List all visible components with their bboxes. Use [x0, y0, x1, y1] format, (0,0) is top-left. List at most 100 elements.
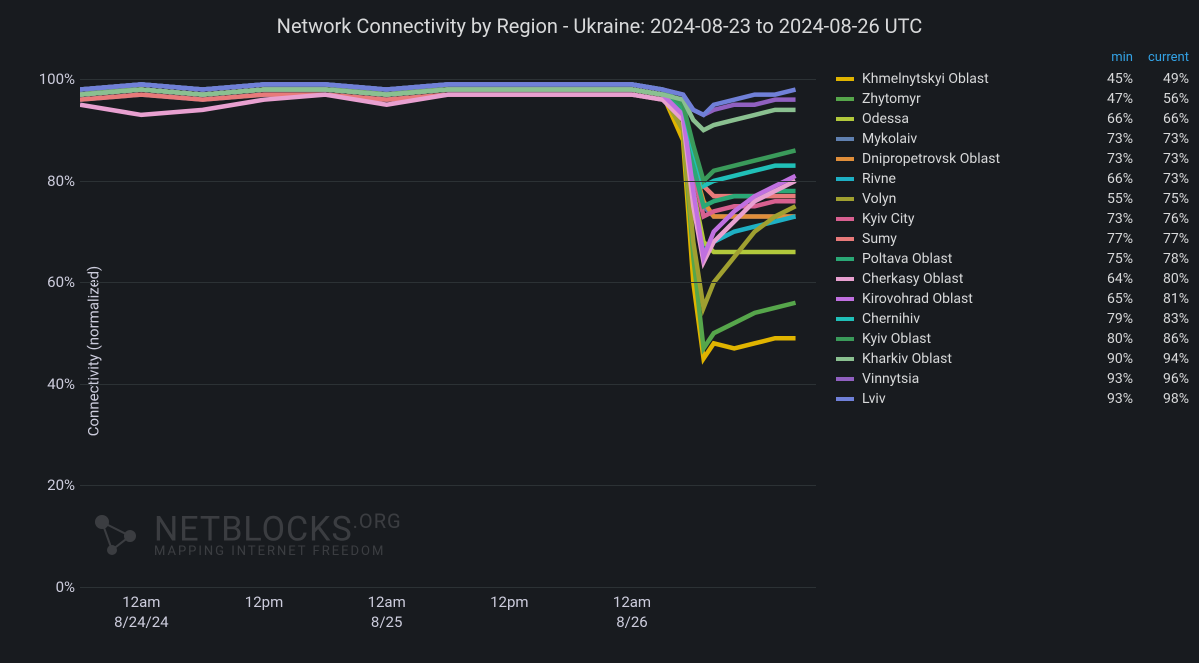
legend-swatch [836, 197, 854, 201]
legend-current-value: 98% [1133, 391, 1189, 407]
legend-label: Khmelnytskyi Oblast [862, 71, 1077, 87]
legend-row[interactable]: Kharkiv Oblast90%94% [830, 349, 1189, 369]
legend-min-value: 79% [1077, 311, 1133, 327]
legend-row[interactable]: Odessa66%66% [830, 109, 1189, 129]
watermark-sub: MAPPING INTERNET FREEDOM [154, 546, 402, 558]
legend-swatch [836, 177, 854, 181]
legend-current-value: 86% [1133, 331, 1189, 347]
legend-label: Chernihiv [862, 311, 1077, 327]
legend-swatch [836, 377, 854, 381]
legend-row[interactable]: Lviv93%98% [830, 389, 1189, 409]
legend-label: Lviv [862, 391, 1077, 407]
y-tick-label: 0% [30, 578, 75, 596]
legend-row[interactable]: Mykolaiv73%73% [830, 129, 1189, 149]
legend-current-value: 73% [1133, 171, 1189, 187]
legend-label: Cherkasy Oblast [862, 271, 1077, 287]
gridline [80, 384, 816, 385]
legend-row[interactable]: Sumy77%77% [830, 229, 1189, 249]
legend-col-min[interactable]: min [1077, 50, 1133, 65]
legend-row[interactable]: Khmelnytskyi Oblast45%49% [830, 69, 1189, 89]
legend-row[interactable]: Zhytomyr47%56% [830, 89, 1189, 109]
legend-min-value: 93% [1077, 371, 1133, 387]
legend-current-value: 76% [1133, 211, 1189, 227]
legend-current-value: 75% [1133, 191, 1189, 207]
legend-swatch [836, 137, 854, 141]
x-tick-label: 12am8/24/24 [114, 587, 169, 632]
legend-swatch [836, 157, 854, 161]
legend-min-value: 90% [1077, 351, 1133, 367]
legend-min-value: 66% [1077, 111, 1133, 127]
legend-label: Mykolaiv [862, 131, 1077, 147]
legend-label: Odessa [862, 111, 1077, 127]
legend-row[interactable]: Cherkasy Oblast64%80% [830, 269, 1189, 289]
legend-swatch [836, 317, 854, 321]
legend-current-value: 49% [1133, 71, 1189, 87]
chart-panel: Network Connectivity by Region - Ukraine… [0, 0, 1199, 663]
legend-min-value: 64% [1077, 271, 1133, 287]
y-tick-label: 80% [30, 172, 75, 190]
x-tick-label: 12pm [245, 587, 283, 613]
gridline [80, 181, 816, 182]
legend-label: Dnipropetrovsk Oblast [862, 151, 1077, 167]
legend-label: Kirovohrad Oblast [862, 291, 1077, 307]
legend-row[interactable]: Vinnytsia93%96% [830, 369, 1189, 389]
legend-current-value: 66% [1133, 111, 1189, 127]
legend-current-value: 73% [1133, 151, 1189, 167]
legend-swatch [836, 217, 854, 221]
legend-row[interactable]: Kyiv City73%76% [830, 209, 1189, 229]
legend-label: Kharkiv Oblast [862, 351, 1077, 367]
legend-label: Zhytomyr [862, 91, 1077, 107]
legend-min-value: 75% [1077, 251, 1133, 267]
x-tick-label: 12pm [490, 587, 528, 613]
legend-swatch [836, 337, 854, 341]
gridline [80, 79, 816, 80]
legend-row[interactable]: Kyiv Oblast80%86% [830, 329, 1189, 349]
x-tick-label: 12am8/25 [368, 587, 406, 632]
legend-swatch [836, 97, 854, 101]
legend-current-value: 96% [1133, 371, 1189, 387]
legend-col-current[interactable]: current [1133, 50, 1189, 65]
legend-min-value: 66% [1077, 171, 1133, 187]
y-tick-label: 20% [30, 476, 75, 494]
chart-body: Connectivity (normalized) 0%20%40%60%80%… [0, 44, 1199, 657]
chart-title: Network Connectivity by Region - Ukraine… [0, 0, 1199, 44]
legend-swatch [836, 277, 854, 281]
legend-current-value: 81% [1133, 291, 1189, 307]
legend-min-value: 65% [1077, 291, 1133, 307]
y-tick-label: 60% [30, 273, 75, 291]
legend-swatch [836, 397, 854, 401]
legend-row[interactable]: Rivne66%73% [830, 169, 1189, 189]
y-tick-label: 40% [30, 375, 75, 393]
legend-min-value: 45% [1077, 71, 1133, 87]
legend-min-value: 47% [1077, 91, 1133, 107]
gridline [80, 485, 816, 486]
legend-min-value: 73% [1077, 151, 1133, 167]
legend-label: Volyn [862, 191, 1077, 207]
legend-swatch [836, 237, 854, 241]
legend-row[interactable]: Poltava Oblast75%78% [830, 249, 1189, 269]
legend-label: Kyiv City [862, 211, 1077, 227]
legend-swatch [836, 297, 854, 301]
legend: min current Khmelnytskyi Oblast45%49%Zhy… [826, 44, 1199, 657]
legend-min-value: 55% [1077, 191, 1133, 207]
legend-swatch [836, 117, 854, 121]
legend-current-value: 80% [1133, 271, 1189, 287]
watermark: NETBLOCKS.ORG MAPPING INTERNET FREEDOM [90, 508, 402, 562]
legend-row[interactable]: Chernihiv79%83% [830, 309, 1189, 329]
legend-label: Poltava Oblast [862, 251, 1077, 267]
legend-row[interactable]: Dnipropetrovsk Oblast73%73% [830, 149, 1189, 169]
legend-row[interactable]: Volyn55%75% [830, 189, 1189, 209]
legend-current-value: 73% [1133, 131, 1189, 147]
netblocks-logo-icon [90, 508, 144, 562]
legend-min-value: 77% [1077, 231, 1133, 247]
legend-current-value: 94% [1133, 351, 1189, 367]
plot-area[interactable]: Connectivity (normalized) 0%20%40%60%80%… [0, 44, 826, 657]
legend-row[interactable]: Kirovohrad Oblast65%81% [830, 289, 1189, 309]
legend-current-value: 78% [1133, 251, 1189, 267]
y-tick-label: 100% [30, 70, 75, 88]
gridline [80, 282, 816, 283]
legend-swatch [836, 357, 854, 361]
legend-label: Vinnytsia [862, 371, 1077, 387]
legend-header: min current [830, 48, 1189, 69]
legend-min-value: 73% [1077, 131, 1133, 147]
